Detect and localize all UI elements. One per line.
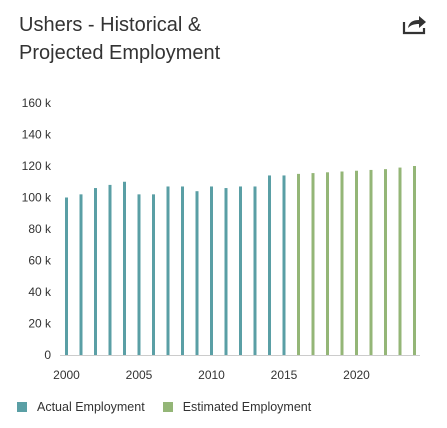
- chart-title-line-1: Ushers - Historical &: [19, 14, 202, 36]
- bar-actual-2007: [166, 186, 170, 355]
- bar-estimated-2022: [384, 169, 387, 355]
- y-tick-label: 120 k: [22, 159, 52, 173]
- bar-actual-2013: [253, 186, 257, 355]
- employment-bar-chart: 0 20 k 40 k 60 k 80 k 100 k 120 k 140 k 160 k 200…: [22, 96, 420, 382]
- bar-estimated-2024: [413, 166, 416, 355]
- y-tick-label: 40 k: [28, 285, 52, 299]
- bar-estimated-2021: [369, 169, 373, 355]
- bar-estimated-2019: [340, 171, 344, 355]
- bar-estimated-2017: [311, 173, 315, 355]
- legend-label-estimated: Estimated Employment: [182, 400, 312, 414]
- y-tick-label: 160 k: [22, 96, 52, 110]
- x-tick-label: 2020: [343, 368, 370, 382]
- x-tick-label: 2015: [271, 368, 298, 382]
- bar-actual-2012: [239, 186, 242, 355]
- bar-actual-2001: [79, 194, 83, 355]
- y-tick-label: 20 k: [28, 317, 52, 331]
- bar-actual-2014: [268, 175, 271, 355]
- y-tick-label: 100 k: [22, 191, 52, 205]
- bar-estimated-2018: [326, 172, 329, 355]
- bar-actual-2006: [152, 194, 155, 355]
- bar-actual-2005: [137, 194, 141, 355]
- legend-swatch-actual: [17, 402, 27, 412]
- x-tick-label: 2000: [53, 368, 80, 382]
- bar-actual-2008: [181, 186, 184, 355]
- bar-actual-2002: [94, 188, 97, 355]
- bar-actual-2004: [123, 181, 126, 355]
- y-tick-label: 0: [44, 348, 51, 362]
- bar-actual-2010: [210, 186, 213, 355]
- chart-title: Ushers - Historical & Projected Employme…: [19, 11, 389, 67]
- share-arrow-icon[interactable]: [402, 13, 428, 35]
- chart-title-line-2: Projected Employment: [19, 42, 221, 64]
- bar-actual-2003: [108, 184, 112, 355]
- y-tick-label: 60 k: [28, 254, 52, 268]
- legend-swatch-estimated: [162, 402, 173, 412]
- bar-estimated-2020: [355, 170, 358, 355]
- y-tick-label: 80 k: [28, 222, 52, 236]
- bar-estimated-2023: [398, 167, 402, 355]
- x-tick-label: 2005: [126, 368, 153, 382]
- bar-estimated-2016: [297, 173, 300, 356]
- chart-legend: Actual Employment Estimated Employment: [17, 398, 329, 416]
- bar-actual-2015: [282, 175, 286, 355]
- bar-actual-2011: [224, 188, 228, 355]
- bar-actual-2009: [195, 191, 199, 355]
- y-tick-label: 140 k: [22, 128, 52, 142]
- x-tick-label: 2010: [198, 368, 225, 382]
- legend-label-actual: Actual Employment: [37, 400, 145, 414]
- legend-item-estimated[interactable]: Estimated Employment: [162, 400, 312, 414]
- legend-item-actual[interactable]: Actual Employment: [17, 400, 145, 414]
- bar-actual-2000: [65, 197, 68, 355]
